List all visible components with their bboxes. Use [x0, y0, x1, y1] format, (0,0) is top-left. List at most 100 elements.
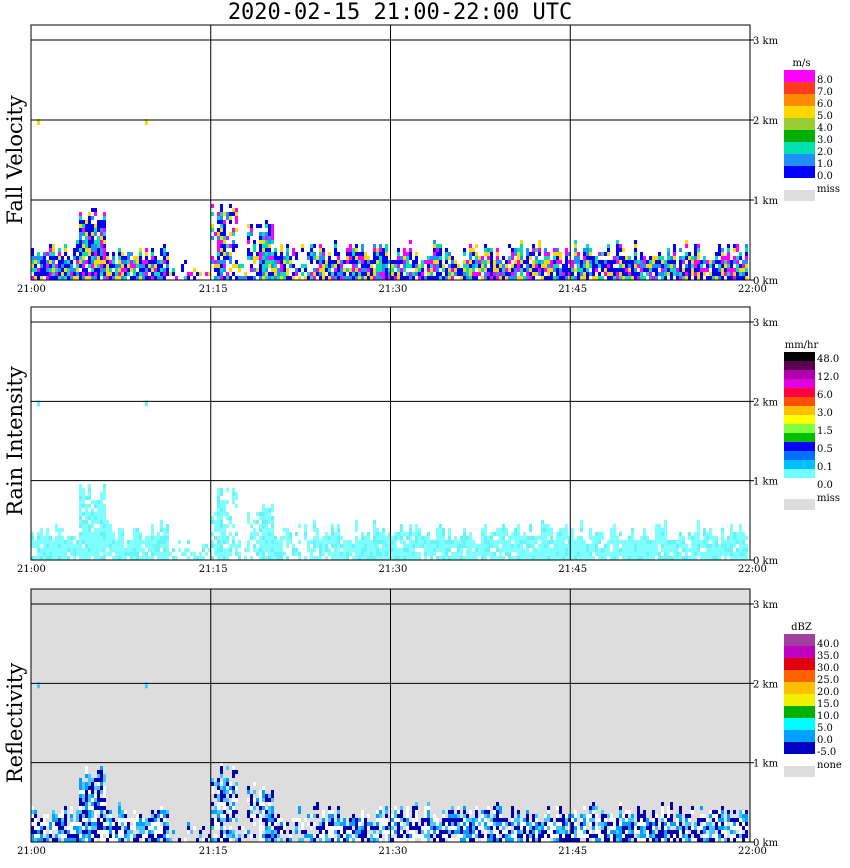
echo-cell	[331, 276, 334, 280]
echo-cell	[607, 822, 610, 826]
echo-cell	[124, 810, 127, 814]
echo-cell	[523, 552, 526, 556]
echo-cell	[313, 838, 316, 842]
echo-cell	[226, 818, 229, 822]
echo-cell	[235, 818, 238, 822]
echo-cell	[322, 252, 325, 256]
echo-cell	[745, 252, 748, 256]
echo-cell	[427, 822, 430, 826]
echo-cell	[574, 556, 577, 560]
echo-cell	[580, 272, 583, 276]
echo-cell	[223, 528, 226, 532]
echo-cell	[250, 256, 253, 260]
echo-cell	[403, 830, 406, 834]
echo-cell	[436, 248, 439, 252]
echo-cell	[652, 810, 655, 814]
echo-cell	[301, 264, 304, 268]
echo-cell	[154, 826, 157, 830]
echo-cell	[652, 268, 655, 272]
echo-cell	[343, 822, 346, 826]
echo-cell	[40, 540, 43, 544]
echo-cell	[67, 272, 70, 276]
echo-cell	[394, 260, 397, 264]
echo-cell	[214, 268, 217, 272]
echo-cell	[664, 520, 667, 524]
echo-cell	[61, 834, 64, 838]
echo-cell	[535, 260, 538, 264]
echo-cell	[94, 556, 97, 560]
echo-cell	[562, 276, 565, 280]
echo-cell	[502, 272, 505, 276]
echo-cell	[49, 252, 52, 256]
echo-cell	[235, 228, 238, 232]
echo-cell	[553, 556, 556, 560]
echo-cell	[328, 838, 331, 842]
echo-cell	[310, 814, 313, 818]
echo-cell	[559, 544, 562, 548]
echo-cell	[133, 838, 136, 842]
echo-cell	[352, 248, 355, 252]
echo-cell	[727, 540, 730, 544]
echo-cell	[361, 548, 364, 552]
echo-cell	[151, 544, 154, 548]
echo-cell	[361, 810, 364, 814]
legend-unit: dBZ	[791, 622, 812, 633]
echo-cell	[613, 838, 616, 842]
echo-cell	[214, 260, 217, 264]
echo-cell	[373, 548, 376, 552]
echo-cell	[136, 544, 139, 548]
echo-cell	[499, 822, 502, 826]
echo-cell	[136, 536, 139, 540]
echo-cell	[142, 264, 145, 268]
echo-cell	[226, 830, 229, 834]
echo-cell	[88, 232, 91, 236]
echo-cell	[220, 810, 223, 814]
echo-cell	[91, 244, 94, 248]
echo-cell	[469, 244, 472, 248]
echo-cell	[88, 248, 91, 252]
echo-cell	[517, 834, 520, 838]
echo-cell	[244, 548, 247, 552]
echo-cell	[463, 252, 466, 256]
echo-cell	[82, 228, 85, 232]
echo-cell	[55, 540, 58, 544]
echo-cell	[328, 276, 331, 280]
echo-cell	[682, 556, 685, 560]
echo-cell	[661, 822, 664, 826]
echo-cell	[526, 834, 529, 838]
echo-cell	[586, 552, 589, 556]
echo-cell	[424, 556, 427, 560]
echo-cell	[112, 272, 115, 276]
echo-cell	[373, 260, 376, 264]
echo-cell	[232, 540, 235, 544]
echo-cell	[514, 264, 517, 268]
echo-cell	[571, 528, 574, 532]
echo-cell	[88, 484, 91, 488]
echo-cell	[526, 260, 529, 264]
echo-cell	[82, 244, 85, 248]
echo-cell	[637, 830, 640, 834]
echo-cell	[91, 540, 94, 544]
echo-cell	[571, 830, 574, 834]
echo-cell	[745, 544, 748, 548]
legend-swatch	[784, 460, 815, 469]
echo-cell	[556, 834, 559, 838]
echo-cell	[625, 540, 628, 544]
echo-cell	[457, 818, 460, 822]
echo-cell	[274, 272, 277, 276]
echo-cell	[460, 822, 463, 826]
echo-cell	[226, 778, 229, 782]
echo-cell	[82, 786, 85, 790]
echo-cell	[253, 548, 256, 552]
echo-cell	[412, 830, 415, 834]
echo-cell	[250, 252, 253, 256]
echo-cell	[79, 802, 82, 806]
echo-cell	[607, 260, 610, 264]
echo-cell	[340, 552, 343, 556]
echo-cell	[46, 838, 49, 842]
echo-cell	[502, 276, 505, 280]
echo-cell	[724, 540, 727, 544]
echo-cell	[511, 256, 514, 260]
legend-label: 40.0	[817, 639, 839, 650]
echo-cell	[385, 818, 388, 822]
